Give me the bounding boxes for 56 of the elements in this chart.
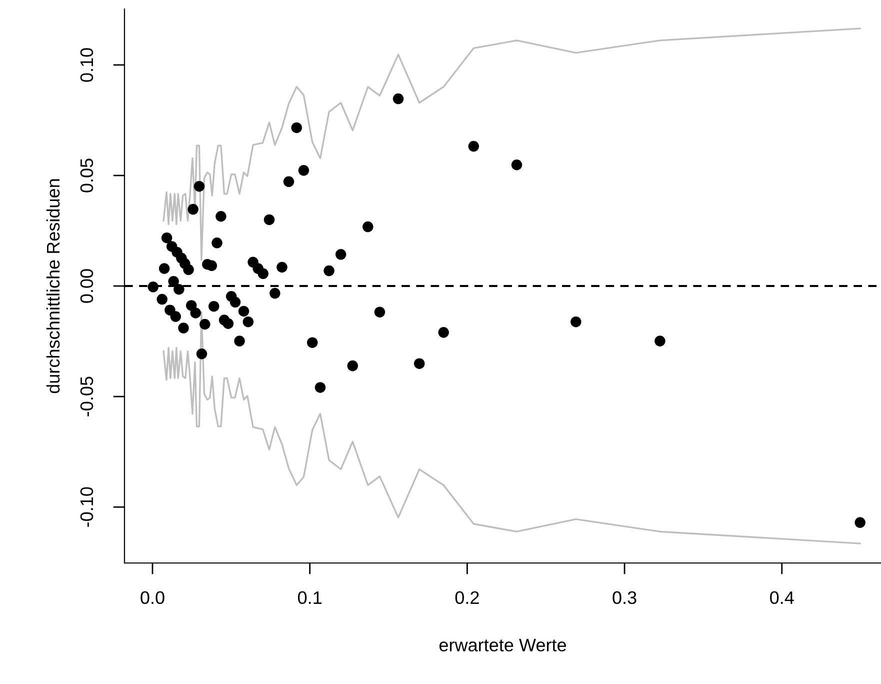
point: [216, 211, 226, 222]
point: [468, 140, 480, 152]
point: [374, 306, 386, 318]
point: [264, 214, 275, 226]
point: [654, 336, 666, 346]
point: [212, 238, 222, 248]
y-tick-label: -0.05: [80, 376, 94, 416]
point: [183, 264, 194, 276]
point: [234, 336, 245, 346]
point: [347, 360, 358, 372]
point: [283, 176, 294, 188]
point: [854, 517, 866, 528]
x-tick-label: 0.4: [770, 591, 794, 604]
point: [188, 204, 198, 215]
x-tick-label: 0.0: [140, 591, 164, 604]
point: [170, 311, 181, 322]
y-tick-label: 0.05: [80, 158, 94, 192]
y-tick-label: 0.10: [80, 48, 94, 82]
point: [298, 165, 310, 176]
point: [335, 249, 346, 260]
y-tick-label: -0.10: [80, 487, 94, 527]
point: [414, 358, 425, 369]
point: [156, 294, 168, 305]
point: [570, 316, 582, 328]
point: [438, 327, 449, 338]
point: [362, 221, 374, 232]
x-tick-label: 0.3: [612, 591, 636, 604]
point: [270, 288, 280, 299]
point: [190, 308, 201, 318]
point: [276, 262, 288, 273]
x-tick-label: 0.2: [455, 591, 479, 604]
point: [230, 296, 241, 308]
point: [392, 93, 404, 104]
point: [196, 348, 208, 360]
point: [314, 382, 326, 393]
point: [206, 260, 218, 272]
x-tick-label: 0.1: [298, 591, 322, 604]
point: [158, 263, 170, 274]
point: [258, 268, 268, 280]
point: [242, 316, 254, 328]
y-axis-title: durchschnittliche Residuen: [46, 179, 60, 394]
y-tick-label: 0.00: [80, 269, 94, 303]
point: [291, 122, 302, 134]
point: [178, 322, 189, 334]
point: [148, 282, 158, 292]
point: [194, 180, 205, 192]
point: [161, 232, 172, 244]
point: [174, 284, 184, 295]
point: [208, 300, 220, 312]
point: [511, 159, 522, 170]
point: [222, 318, 234, 329]
point: [200, 318, 210, 330]
point: [306, 337, 318, 348]
point: [238, 306, 250, 317]
x-axis-title: erwartete Werte: [439, 638, 566, 652]
point: [324, 265, 334, 276]
